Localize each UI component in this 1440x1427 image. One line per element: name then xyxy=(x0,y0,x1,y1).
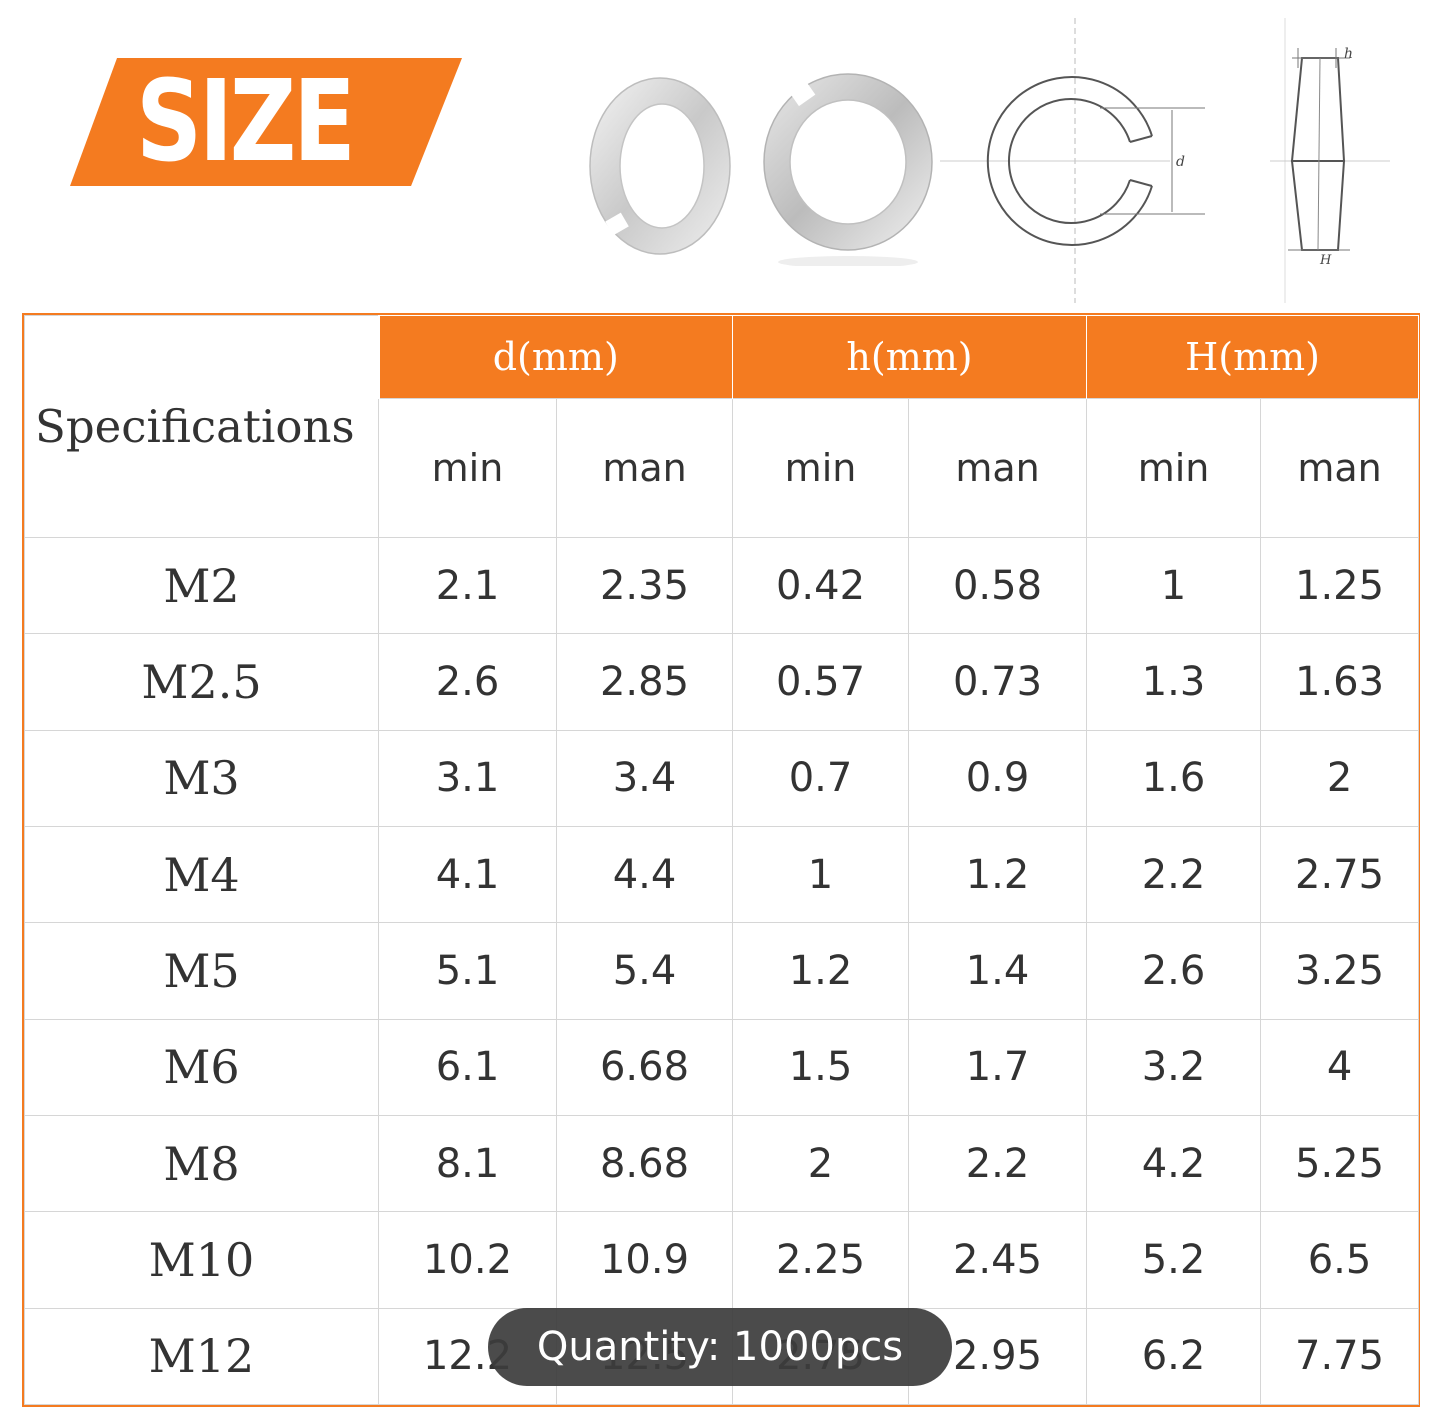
washer-dimension-drawing: d h H xyxy=(940,18,1390,303)
spring-washer-photo-angled xyxy=(589,77,731,255)
value-cell: 0.42 xyxy=(732,536,910,635)
sub-header-h-max: man xyxy=(908,398,1088,538)
value-cell: 0.9 xyxy=(908,729,1088,827)
specifications-header: Specifications xyxy=(24,315,379,538)
spec-size-cell: M12 xyxy=(24,1307,379,1406)
spec-size-cell: M4 xyxy=(24,825,379,924)
group-header-h: h(mm) xyxy=(732,315,1088,399)
value-cell: 2 xyxy=(732,1114,910,1213)
table-row: M4 4.1 4.4 1 1.2 2.2 2.75 xyxy=(24,825,1420,924)
spec-size-cell: M5 xyxy=(24,922,379,1020)
table-row: M10 10.2 10.9 2.25 2.45 5.2 6.5 xyxy=(24,1211,1420,1309)
value-cell: 5.1 xyxy=(378,922,557,1020)
sub-header-h-min: min xyxy=(732,398,910,538)
spring-washer-photo-front xyxy=(763,73,933,266)
table-row: M5 5.1 5.4 1.2 1.4 2.6 3.25 xyxy=(24,922,1420,1020)
value-cell: 1 xyxy=(1086,536,1262,635)
value-cell: 2.45 xyxy=(908,1211,1088,1309)
group-header-d: d(mm) xyxy=(377,315,734,399)
value-cell: 1.7 xyxy=(908,1018,1088,1116)
value-cell: 2.6 xyxy=(378,633,557,731)
value-cell: 5.25 xyxy=(1260,1114,1420,1213)
value-cell: 6.68 xyxy=(555,1018,734,1116)
value-cell: 3.25 xyxy=(1260,922,1420,1020)
value-cell: 1.6 xyxy=(1086,729,1262,827)
value-cell: 5.4 xyxy=(555,922,734,1020)
value-cell: 3.1 xyxy=(378,729,557,827)
value-cell: 2.6 xyxy=(1086,922,1262,1020)
value-cell: 8.1 xyxy=(378,1114,557,1213)
value-cell: 4.2 xyxy=(1086,1114,1262,1213)
table-row: M8 8.1 8.68 2 2.2 4.2 5.25 xyxy=(24,1114,1420,1213)
value-cell: 8.68 xyxy=(555,1114,734,1213)
value-cell: 7.75 xyxy=(1260,1307,1420,1406)
size-banner: SIZE xyxy=(70,58,462,186)
sub-header-H-max: man xyxy=(1260,398,1420,538)
value-cell: 2.1 xyxy=(378,536,557,635)
value-cell: 4.4 xyxy=(555,825,734,924)
spec-size-cell: M3 xyxy=(24,729,379,827)
spec-size-cell: M6 xyxy=(24,1018,379,1116)
value-cell: 0.7 xyxy=(732,729,910,827)
value-cell: 6.1 xyxy=(378,1018,557,1116)
dimension-h-label: h xyxy=(1344,46,1353,62)
value-cell: 2.2 xyxy=(908,1114,1088,1213)
value-cell: 2.75 xyxy=(1260,825,1420,924)
value-cell: 1.4 xyxy=(908,922,1088,1020)
spec-size-cell: M2.5 xyxy=(24,633,379,731)
value-cell: 1 xyxy=(732,825,910,924)
dimension-H-label: H xyxy=(1319,253,1332,268)
quantity-badge: Quantity: 1000pcs xyxy=(488,1308,952,1386)
value-cell: 1.25 xyxy=(1260,536,1420,635)
value-cell: 0.58 xyxy=(908,536,1088,635)
value-cell: 1.63 xyxy=(1260,633,1420,731)
table-row: M2.5 2.6 2.85 0.57 0.73 1.3 1.63 xyxy=(24,633,1420,731)
value-cell: 5.2 xyxy=(1086,1211,1262,1309)
value-cell: 1.2 xyxy=(732,922,910,1020)
value-cell: 10.2 xyxy=(378,1211,557,1309)
table-row: M2 2.1 2.35 0.42 0.58 1 1.25 xyxy=(24,536,1420,635)
value-cell: 4.1 xyxy=(378,825,557,924)
spec-table: Specifications d(mm) h(mm) H(mm) min man… xyxy=(22,313,1420,1407)
group-header-H: H(mm) xyxy=(1086,315,1420,399)
value-cell: 1.3 xyxy=(1086,633,1262,731)
spec-size-cell: M10 xyxy=(24,1211,379,1309)
spec-size-cell: M2 xyxy=(24,536,379,635)
value-cell: 4 xyxy=(1260,1018,1420,1116)
table-row: M3 3.1 3.4 0.7 0.9 1.6 2 xyxy=(24,729,1420,827)
dimension-d-label: d xyxy=(1176,154,1185,170)
value-cell: 6.2 xyxy=(1086,1307,1262,1406)
value-cell: 0.57 xyxy=(732,633,910,731)
value-cell: 6.5 xyxy=(1260,1211,1420,1309)
value-cell: 3.4 xyxy=(555,729,734,827)
sub-header-d-max: man xyxy=(555,398,734,538)
value-cell: 10.9 xyxy=(555,1211,734,1309)
value-cell: 2.2 xyxy=(1086,825,1262,924)
value-cell: 3.2 xyxy=(1086,1018,1262,1116)
banner-background xyxy=(70,58,462,186)
value-cell: 1.5 xyxy=(732,1018,910,1116)
value-cell: 2.35 xyxy=(555,536,734,635)
value-cell: 0.73 xyxy=(908,633,1088,731)
spec-size-cell: M8 xyxy=(24,1114,379,1213)
value-cell: 2.25 xyxy=(732,1211,910,1309)
value-cell: 1.2 xyxy=(908,825,1088,924)
sub-header-d-min: min xyxy=(378,398,557,538)
value-cell: 2 xyxy=(1260,729,1420,827)
table-row: M6 6.1 6.68 1.5 1.7 3.2 4 xyxy=(24,1018,1420,1116)
sub-header-H-min: min xyxy=(1086,398,1262,538)
table-body: M2 2.1 2.35 0.42 0.58 1 1.25 M2.5 2.6 2.85 0.57 0.7… xyxy=(24,536,1420,1406)
banner-title: SIZE xyxy=(136,57,356,187)
value-cell: 2.85 xyxy=(555,633,734,731)
